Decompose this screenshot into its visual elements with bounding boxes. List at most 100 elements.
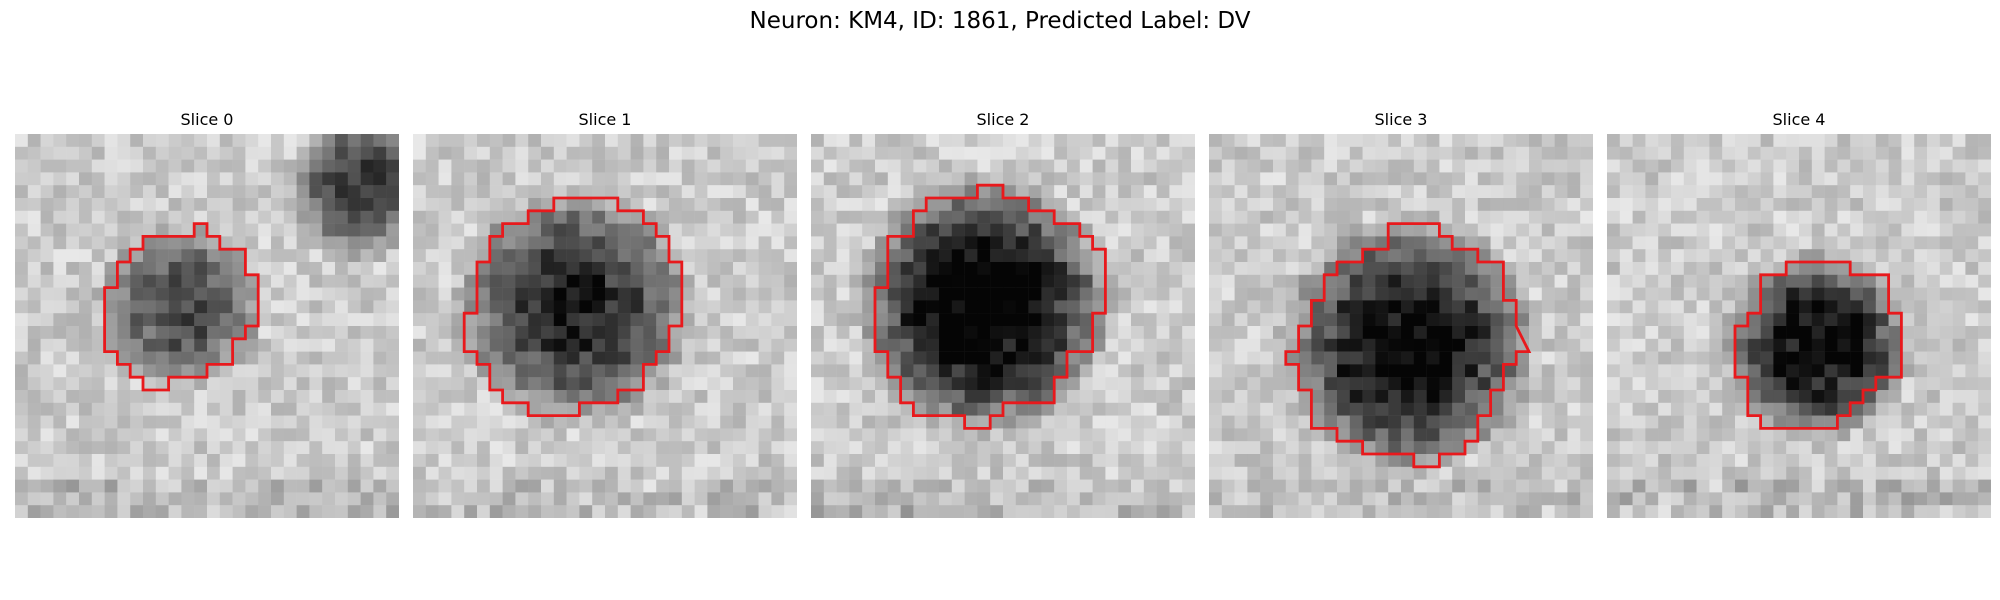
pixel bbox=[1735, 210, 1749, 224]
pixel bbox=[926, 287, 940, 301]
pixel bbox=[1401, 274, 1415, 288]
pixel bbox=[1799, 210, 1813, 224]
pixel bbox=[1901, 479, 1915, 493]
pixel bbox=[1182, 479, 1195, 493]
pixel bbox=[720, 351, 734, 365]
pixel bbox=[926, 466, 940, 480]
pixel bbox=[91, 326, 105, 340]
pixel bbox=[1901, 287, 1915, 301]
pixel bbox=[926, 159, 940, 173]
pixel bbox=[1554, 415, 1568, 429]
pixel bbox=[553, 390, 567, 404]
pixel bbox=[1696, 146, 1710, 160]
pixel bbox=[528, 172, 542, 186]
pixel bbox=[669, 377, 683, 391]
pixel bbox=[1452, 210, 1466, 224]
pixel bbox=[1901, 364, 1915, 378]
pixel bbox=[464, 338, 478, 352]
pixel bbox=[1439, 454, 1453, 468]
pixel bbox=[720, 505, 734, 518]
pixel bbox=[566, 249, 580, 263]
pixel bbox=[168, 351, 182, 365]
pixel bbox=[1811, 492, 1825, 506]
pixel bbox=[1221, 287, 1235, 301]
pixel bbox=[1735, 415, 1749, 429]
pixel bbox=[232, 313, 246, 327]
pixel bbox=[1799, 377, 1813, 391]
pixel bbox=[360, 390, 374, 404]
pixel bbox=[386, 146, 399, 160]
pixel bbox=[79, 454, 93, 468]
pixel bbox=[1939, 313, 1953, 327]
pixel bbox=[1927, 172, 1941, 186]
pixel bbox=[117, 262, 131, 276]
pixel bbox=[1875, 210, 1889, 224]
pixel bbox=[53, 390, 67, 404]
pixel bbox=[720, 415, 734, 429]
pixel bbox=[1285, 428, 1299, 442]
pixel bbox=[1221, 262, 1235, 276]
pixel bbox=[656, 466, 670, 480]
pixel bbox=[1490, 454, 1504, 468]
pixel bbox=[758, 313, 772, 327]
pixel bbox=[168, 274, 182, 288]
pixel bbox=[1156, 428, 1170, 442]
pixel bbox=[1401, 185, 1415, 199]
pixel bbox=[1209, 134, 1223, 148]
pixel bbox=[1105, 492, 1119, 506]
pixel bbox=[1324, 441, 1338, 455]
pixel bbox=[528, 185, 542, 199]
pixel bbox=[117, 287, 131, 301]
pixel bbox=[681, 236, 695, 250]
pixel bbox=[1156, 198, 1170, 212]
pixel bbox=[219, 377, 233, 391]
pixel bbox=[1760, 466, 1774, 480]
pixel bbox=[1003, 287, 1017, 301]
pixel bbox=[1426, 236, 1440, 250]
pixel bbox=[283, 159, 297, 173]
pixel bbox=[168, 262, 182, 276]
pixel bbox=[1092, 428, 1106, 442]
segmentation-outline bbox=[1284, 222, 1532, 469]
slice-panel-2: Slice 2 bbox=[811, 110, 1195, 520]
pixel bbox=[1529, 479, 1543, 493]
pixel bbox=[630, 172, 644, 186]
pixel bbox=[1811, 313, 1825, 327]
pixel bbox=[425, 466, 439, 480]
pixel bbox=[977, 338, 991, 352]
pixel bbox=[386, 274, 399, 288]
pixel bbox=[1799, 351, 1813, 365]
pixel bbox=[823, 377, 837, 391]
pixel bbox=[913, 415, 927, 429]
pixel bbox=[1632, 454, 1646, 468]
pixel bbox=[566, 313, 580, 327]
pixel bbox=[40, 402, 54, 416]
pixel bbox=[656, 134, 670, 148]
pixel bbox=[1067, 377, 1081, 391]
pixel bbox=[1747, 300, 1761, 314]
pixel bbox=[515, 351, 529, 365]
pixel bbox=[1965, 479, 1979, 493]
pixel bbox=[592, 364, 606, 378]
pixel bbox=[1041, 377, 1055, 391]
pixel bbox=[1645, 287, 1659, 301]
pixel bbox=[1285, 454, 1299, 468]
pixel bbox=[1209, 428, 1223, 442]
pixel bbox=[1413, 364, 1427, 378]
pixel bbox=[258, 505, 272, 518]
pixel bbox=[617, 287, 631, 301]
pixel bbox=[1580, 300, 1593, 314]
pixel bbox=[451, 300, 465, 314]
pixel bbox=[1786, 466, 1800, 480]
pixel bbox=[1529, 466, 1543, 480]
pixel bbox=[322, 287, 336, 301]
pixel bbox=[1824, 198, 1838, 212]
pixel bbox=[1671, 428, 1685, 442]
pixel bbox=[347, 428, 361, 442]
pixel bbox=[245, 300, 259, 314]
pixel bbox=[296, 134, 310, 148]
pixel bbox=[784, 274, 797, 288]
pixel bbox=[1658, 364, 1672, 378]
pixel bbox=[143, 134, 157, 148]
pixel bbox=[990, 210, 1004, 224]
